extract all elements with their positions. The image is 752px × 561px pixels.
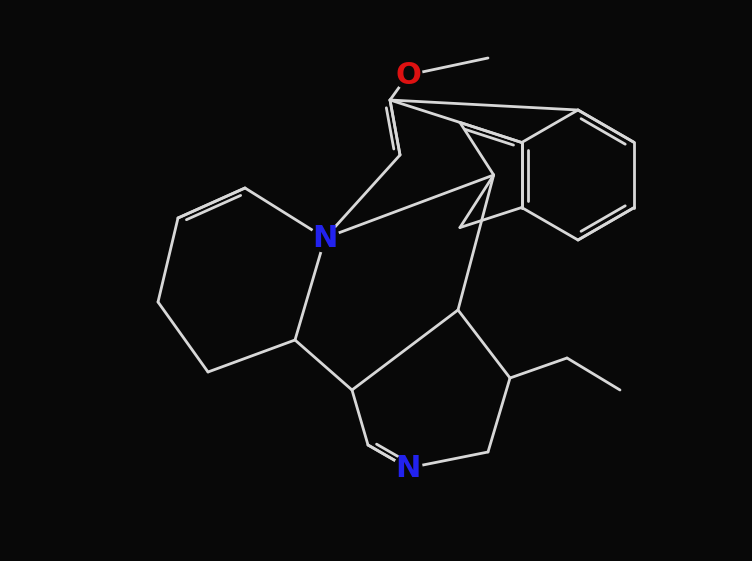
Circle shape	[394, 61, 422, 89]
Text: O: O	[395, 61, 421, 90]
Text: N: N	[396, 453, 420, 482]
Circle shape	[311, 224, 339, 252]
Circle shape	[394, 454, 422, 482]
Text: N: N	[312, 223, 338, 252]
